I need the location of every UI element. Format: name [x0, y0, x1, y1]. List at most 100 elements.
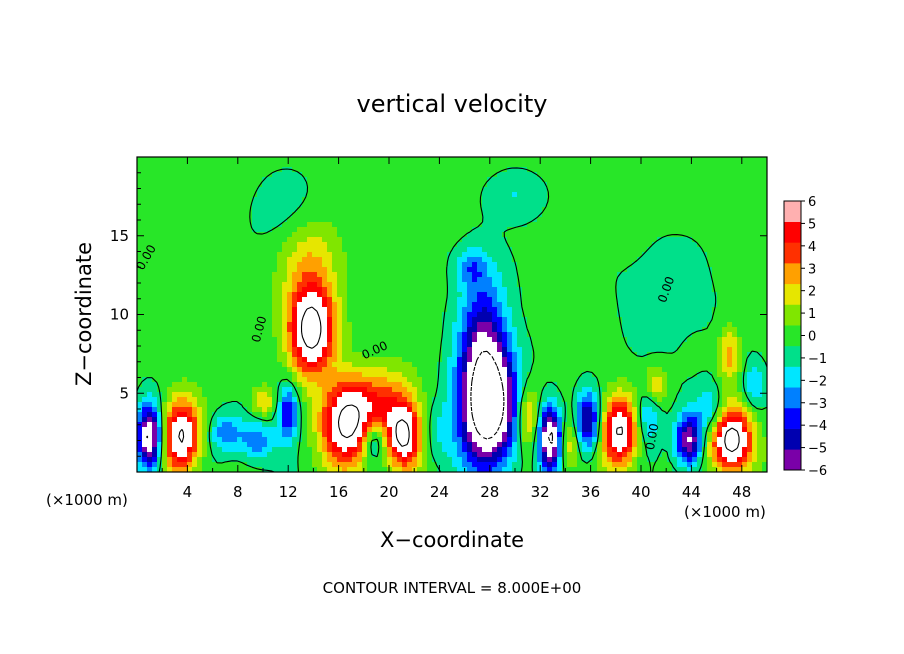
heatmap-cell [292, 212, 298, 218]
heatmap-cell [517, 157, 523, 163]
heatmap-cell [762, 307, 767, 313]
heatmap-cell [642, 277, 648, 283]
heatmap-cell [707, 292, 713, 298]
heatmap-cell [242, 312, 248, 318]
heatmap-cell [752, 172, 758, 178]
heatmap-cell [172, 252, 178, 258]
heatmap-cell [727, 217, 733, 223]
heatmap-cell [597, 227, 603, 233]
heatmap-cell [412, 167, 418, 173]
heatmap-cell [352, 282, 358, 288]
heatmap-cell [152, 312, 158, 318]
heatmap-cell [292, 182, 298, 188]
heatmap-cell [737, 282, 743, 288]
heatmap-cell [567, 222, 573, 228]
heatmap-cell [367, 182, 373, 188]
heatmap-cell [557, 307, 563, 313]
heatmap-cell [467, 207, 473, 213]
heatmap-cell [347, 197, 353, 203]
heatmap-cell [457, 157, 463, 163]
heatmap-cell [557, 257, 563, 263]
heatmap-cell [137, 267, 143, 273]
heatmap-cell [637, 187, 643, 193]
heatmap-cell [502, 192, 508, 198]
heatmap-cell [187, 252, 193, 258]
heatmap-cell [567, 302, 573, 308]
heatmap-cell [252, 297, 258, 303]
heatmap-cell [492, 337, 498, 343]
heatmap-cell [647, 307, 653, 313]
heatmap-cell [507, 237, 513, 243]
heatmap-cell [692, 172, 698, 178]
heatmap-cell [287, 247, 293, 253]
heatmap-cell [357, 217, 363, 223]
heatmap-cell [572, 272, 578, 278]
heatmap-cell [637, 172, 643, 178]
heatmap-field [137, 157, 767, 472]
heatmap-cell [397, 242, 403, 248]
heatmap-cell [317, 297, 323, 303]
heatmap-cell [712, 207, 718, 213]
heatmap-cell [432, 262, 438, 268]
heatmap-cell [332, 302, 338, 308]
heatmap-cell [407, 212, 413, 218]
heatmap-cell [447, 167, 453, 173]
heatmap-cell [292, 287, 298, 293]
heatmap-cell [287, 172, 293, 178]
heatmap-cell [742, 317, 748, 323]
heatmap-cell [522, 332, 528, 338]
heatmap-cell [417, 242, 423, 248]
heatmap-cell [247, 267, 253, 273]
heatmap-cell [682, 262, 688, 268]
heatmap-cell [632, 172, 638, 178]
heatmap-cell [572, 237, 578, 243]
heatmap-cell [497, 352, 503, 358]
heatmap-cell [147, 312, 153, 318]
heatmap-cell [512, 212, 518, 218]
heatmap-cell [602, 212, 608, 218]
heatmap-cell [467, 257, 473, 263]
heatmap-cell [597, 192, 603, 198]
heatmap-cell [137, 352, 143, 358]
heatmap-cell [232, 342, 238, 348]
heatmap-cell [662, 327, 668, 333]
heatmap-cell [532, 267, 538, 273]
heatmap-cell [347, 232, 353, 238]
heatmap-cell [452, 237, 458, 243]
heatmap-cell [582, 322, 588, 328]
heatmap-cell [547, 167, 553, 173]
heatmap-cell [412, 202, 418, 208]
heatmap-cell [712, 297, 718, 303]
heatmap-cell [342, 237, 348, 243]
heatmap-cell [252, 187, 258, 193]
heatmap-cell [277, 162, 283, 168]
heatmap-cell [617, 237, 623, 243]
heatmap-cell [402, 232, 408, 238]
heatmap-cell [197, 302, 203, 308]
heatmap-cell [567, 217, 573, 223]
heatmap-cell [402, 302, 408, 308]
heatmap-cell [147, 337, 153, 343]
heatmap-cell [282, 342, 288, 348]
heatmap-cell [297, 162, 303, 168]
heatmap-cell [692, 277, 698, 283]
heatmap-cell [527, 217, 533, 223]
heatmap-cell [412, 257, 418, 263]
heatmap-cell [452, 252, 458, 258]
heatmap-cell [502, 317, 508, 323]
heatmap-cell [757, 277, 763, 283]
heatmap-cell [387, 197, 393, 203]
heatmap-cell [482, 347, 488, 353]
heatmap-cell [517, 307, 523, 313]
heatmap-cell [562, 212, 568, 218]
heatmap-cell [647, 242, 653, 248]
heatmap-cell [502, 257, 508, 263]
heatmap-cell [357, 302, 363, 308]
heatmap-cell [232, 172, 238, 178]
heatmap-cell [562, 252, 568, 258]
heatmap-cell [627, 197, 633, 203]
heatmap-cell [602, 217, 608, 223]
heatmap-cell [507, 297, 513, 303]
heatmap-cell [682, 187, 688, 193]
heatmap-cell [427, 202, 433, 208]
